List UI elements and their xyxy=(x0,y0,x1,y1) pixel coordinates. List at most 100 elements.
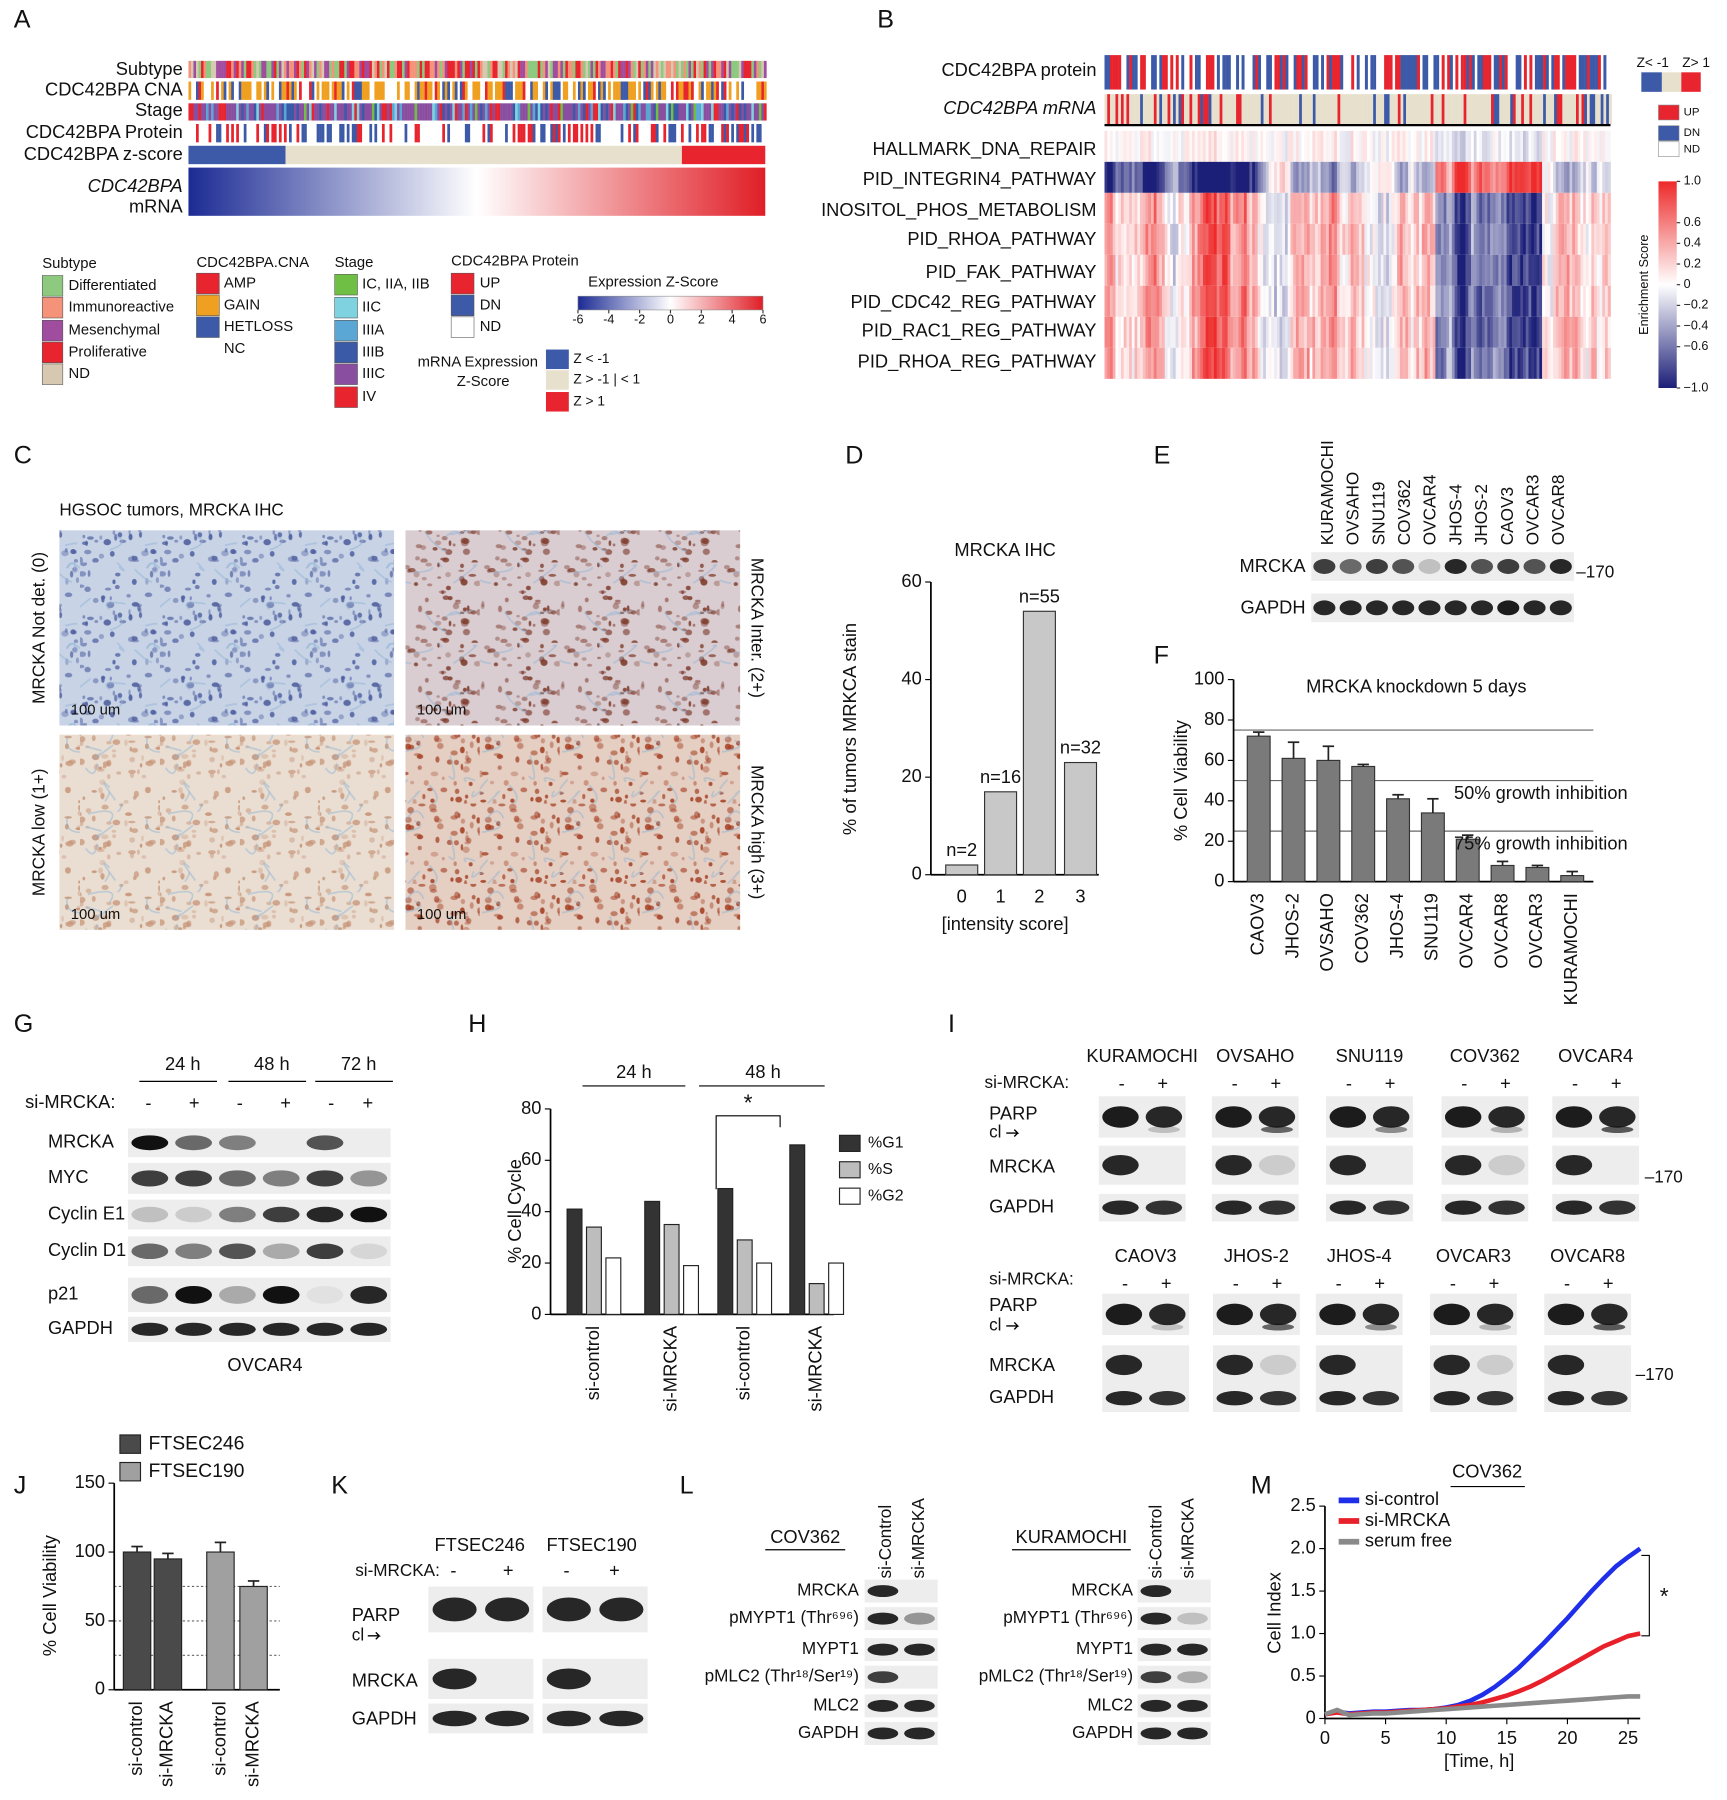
heatmap-cell xyxy=(1238,348,1241,379)
legend-swatch xyxy=(335,297,358,318)
heatmap-cell xyxy=(1214,162,1217,193)
heatmap-cell xyxy=(1189,317,1192,348)
heatmap-cell xyxy=(1520,193,1523,224)
heatmap-cell xyxy=(530,124,533,142)
blot-band xyxy=(1488,1155,1524,1175)
heatmap-cell xyxy=(636,61,639,78)
heatmap-cell xyxy=(410,103,413,120)
heatmap-cell xyxy=(741,103,744,120)
heatmap-cell xyxy=(1351,317,1354,348)
heatmap-cell xyxy=(1176,255,1179,286)
heatmap-cell xyxy=(1285,255,1288,286)
blot-band xyxy=(547,1598,591,1622)
heatmap-cell xyxy=(1225,255,1228,286)
blot-band xyxy=(1497,600,1519,615)
heatmap-cell xyxy=(1126,193,1129,224)
heatmap-cell xyxy=(1364,193,1367,224)
legend-label: IV xyxy=(362,389,376,405)
heatmap-cell xyxy=(1457,162,1460,193)
heatmap-cell xyxy=(1381,162,1384,193)
heatmap-cell xyxy=(450,61,453,78)
heatmap-cell xyxy=(1110,162,1113,193)
heatmap-cell xyxy=(1373,286,1376,317)
heatmap-cell xyxy=(1381,224,1384,255)
heatmap-cell xyxy=(1523,224,1526,255)
heatmap-cell xyxy=(1280,255,1283,286)
heatmap-cell xyxy=(462,82,465,100)
heatmap-cell xyxy=(274,124,277,142)
heatmap-cell xyxy=(367,82,370,100)
heatmap-cell xyxy=(1460,286,1463,317)
heatmap-cell xyxy=(1247,286,1250,317)
heatmap-cell xyxy=(1148,317,1151,348)
heatmap-cell xyxy=(1206,224,1209,255)
heatmap-cell xyxy=(1326,255,1329,286)
heatmap-cell xyxy=(1351,193,1354,224)
heatmap-cell xyxy=(216,103,219,120)
heatmap-cell xyxy=(1217,317,1220,348)
heatmap-cell xyxy=(1129,162,1132,193)
heatmap-cell xyxy=(1546,55,1549,89)
heatmap-cell xyxy=(1345,317,1348,348)
heatmap-cell xyxy=(1512,193,1515,224)
heatmap-cell xyxy=(1269,131,1272,162)
heatmap-cell xyxy=(555,124,558,142)
heatmap-cell xyxy=(1567,193,1570,224)
heatmap-cell xyxy=(1249,255,1252,286)
heatmap-cell xyxy=(1277,286,1280,317)
ihc-image xyxy=(59,530,394,725)
heatmap-cell xyxy=(1332,224,1335,255)
heatmap-cell xyxy=(1583,317,1586,348)
heatmap-cell xyxy=(487,61,490,78)
heatmap-cell xyxy=(1115,255,1118,286)
heatmap-cell xyxy=(1548,255,1551,286)
x-tick-label: OVSAHO xyxy=(1316,893,1337,972)
heatmap-cell xyxy=(1589,255,1592,286)
heatmap-cell xyxy=(1449,255,1452,286)
heatmap-cell xyxy=(1466,193,1469,224)
heatmap-cell xyxy=(1154,317,1157,348)
heatmap-cell xyxy=(279,82,282,100)
blot-band xyxy=(263,1323,300,1336)
heatmap-cell xyxy=(591,82,594,100)
heatmap-cell xyxy=(1105,162,1108,193)
heatmap-cell xyxy=(1520,131,1523,162)
heatmap-cell xyxy=(1457,224,1460,255)
row-label: GAPDH xyxy=(1072,1722,1133,1742)
heatmap-cell xyxy=(1323,255,1326,286)
heatmap-cell xyxy=(1498,193,1501,224)
heatmap-cell xyxy=(1572,162,1575,193)
y-tick-label: 50 xyxy=(85,1609,105,1630)
heatmap-cell xyxy=(1482,348,1485,379)
heatmap-cell xyxy=(1269,94,1272,124)
heatmap-cell xyxy=(518,124,521,142)
heatmap-cell xyxy=(1373,255,1376,286)
heatmap-cell xyxy=(1318,317,1321,348)
heatmap-cell xyxy=(1379,94,1382,124)
heatmap-cell xyxy=(1118,224,1121,255)
heatmap-cell xyxy=(1559,317,1562,348)
heatmap-cell xyxy=(191,103,194,120)
heatmap-cell xyxy=(1170,193,1173,224)
colorbar-tick-label: -2 xyxy=(634,313,645,327)
heatmap-cell xyxy=(626,61,629,78)
heatmap-cell xyxy=(1135,193,1138,224)
heatmap-cell xyxy=(1345,193,1348,224)
row-label: MYPT1 xyxy=(1076,1638,1133,1658)
heatmap-cell xyxy=(1441,162,1444,193)
heatmap-cell xyxy=(1447,94,1450,124)
heatmap-cell xyxy=(658,103,661,120)
heatmap-cell xyxy=(236,61,239,78)
heatmap-cell xyxy=(1584,55,1587,89)
heatmap-cell xyxy=(518,61,521,78)
heatmap-cell xyxy=(452,61,455,78)
heatmap-cell xyxy=(1302,94,1305,124)
heatmap-cell xyxy=(417,103,420,120)
heatmap-cell xyxy=(239,61,242,78)
heatmap-cell xyxy=(643,82,646,100)
heatmap-cell xyxy=(736,124,739,142)
heatmap-cell xyxy=(1452,224,1455,255)
heatmap-cell xyxy=(322,124,325,142)
heatmap-cell xyxy=(1537,162,1540,193)
sign: - xyxy=(450,1559,456,1580)
